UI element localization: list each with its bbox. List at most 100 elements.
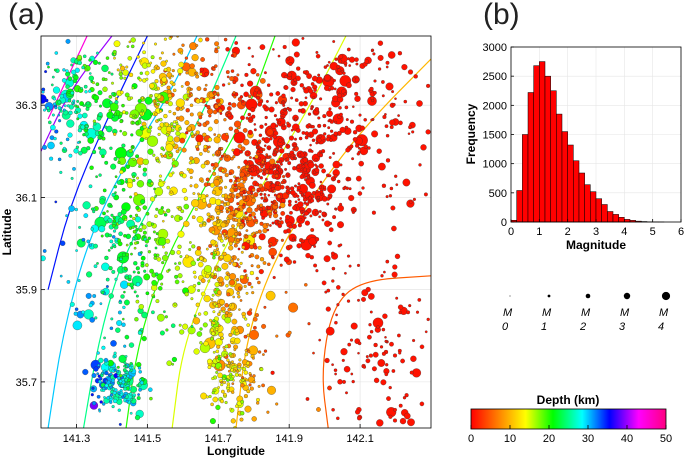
earthquake-point <box>136 362 142 368</box>
earthquake-point <box>399 417 407 425</box>
earthquake-point <box>284 167 288 171</box>
earthquake-point <box>93 243 98 249</box>
earthquake-point <box>296 66 301 71</box>
earthquake-point <box>134 114 138 118</box>
earthquake-point <box>205 395 209 399</box>
earthquake-point <box>171 74 174 78</box>
earthquake-point <box>369 329 374 334</box>
earthquake-point <box>296 185 301 190</box>
earthquake-point <box>277 120 282 124</box>
earthquake-point <box>173 302 177 306</box>
earthquake-point <box>248 168 252 173</box>
histogram-bar <box>550 90 557 223</box>
earthquake-point <box>329 86 335 91</box>
earthquake-point <box>83 84 88 89</box>
earthquake-point <box>172 164 176 168</box>
earthquake-point <box>114 97 118 101</box>
earthquake-point <box>157 208 165 215</box>
earthquake-point <box>216 93 220 97</box>
earthquake-point <box>218 310 222 313</box>
earthquake-point <box>346 254 351 258</box>
earthquake-point <box>95 82 100 87</box>
earthquake-point <box>109 395 112 399</box>
earthquake-point <box>327 240 333 246</box>
earthquake-point <box>203 295 211 303</box>
earthquake-point <box>293 51 300 58</box>
earthquake-point <box>243 334 248 339</box>
earthquake-point <box>250 194 255 198</box>
earthquake-point <box>203 161 208 165</box>
earthquake-point <box>398 120 403 126</box>
earthquake-point <box>156 257 162 262</box>
earthquake-point <box>346 82 352 89</box>
earthquake-point <box>205 273 210 279</box>
earthquake-point <box>67 90 71 94</box>
earthquake-point <box>220 147 224 150</box>
map-y-axis-title: Latitude <box>0 208 14 255</box>
earthquake-point <box>148 387 153 392</box>
earthquake-point <box>250 164 254 168</box>
earthquake-point <box>371 366 377 372</box>
earthquake-point <box>194 207 198 211</box>
earthquake-point <box>282 123 286 128</box>
earthquake-point <box>102 188 107 193</box>
earthquake-point <box>307 123 311 127</box>
earthquake-point <box>282 174 286 179</box>
earthquake-point <box>83 213 89 218</box>
earthquake-point <box>170 124 174 128</box>
earthquake-point <box>206 105 211 110</box>
earthquake-point <box>258 269 264 275</box>
earthquake-point <box>134 415 141 421</box>
earthquake-point <box>108 293 114 299</box>
earthquake-point <box>174 262 177 265</box>
earthquake-point <box>236 369 240 373</box>
earthquake-point <box>228 193 233 197</box>
earthquake-point <box>354 77 360 83</box>
earthquake-point <box>165 59 168 63</box>
earthquake-point <box>390 205 396 211</box>
earthquake-point <box>209 182 215 188</box>
earthquake-point <box>120 209 127 215</box>
earthquake-point <box>121 103 125 108</box>
earthquake-point <box>279 162 283 166</box>
histogram-bar <box>573 160 580 223</box>
earthquake-point <box>281 93 286 98</box>
earthquake-point <box>214 41 220 47</box>
earthquake-point <box>328 156 332 159</box>
earthquake-point <box>211 331 216 336</box>
earthquake-point <box>206 203 212 208</box>
earthquake-point <box>172 125 176 129</box>
earthquake-point <box>209 215 213 219</box>
earthquake-point <box>53 68 57 72</box>
earthquake-point <box>244 234 249 239</box>
earthquake-point <box>90 207 94 211</box>
earthquake-point <box>296 243 302 249</box>
earthquake-point <box>177 244 182 249</box>
earthquake-point <box>142 41 146 45</box>
earthquake-point <box>77 279 81 283</box>
earthquake-point <box>202 322 208 328</box>
earthquake-point <box>272 275 276 280</box>
earthquake-point <box>394 174 398 178</box>
earthquake-point <box>241 378 245 382</box>
earthquake-point <box>82 201 91 210</box>
earthquake-point <box>104 255 109 261</box>
earthquake-point <box>237 186 241 190</box>
earthquake-point <box>312 170 317 174</box>
earthquake-point <box>99 136 103 140</box>
earthquake-point <box>302 157 308 163</box>
earthquake-point <box>153 256 158 260</box>
panel-b-label: (b) <box>483 0 520 31</box>
earthquake-point <box>264 161 267 165</box>
earthquake-point <box>220 210 224 213</box>
earthquake-point <box>279 202 286 209</box>
earthquake-point <box>426 83 431 88</box>
earthquake-point <box>98 379 102 384</box>
earthquake-point <box>82 368 89 376</box>
earthquake-point <box>296 194 300 198</box>
earthquake-point <box>391 271 398 278</box>
earthquake-point <box>272 165 276 169</box>
earthquake-point <box>336 416 340 421</box>
earthquake-point <box>96 262 99 265</box>
earthquake-point <box>165 328 169 332</box>
